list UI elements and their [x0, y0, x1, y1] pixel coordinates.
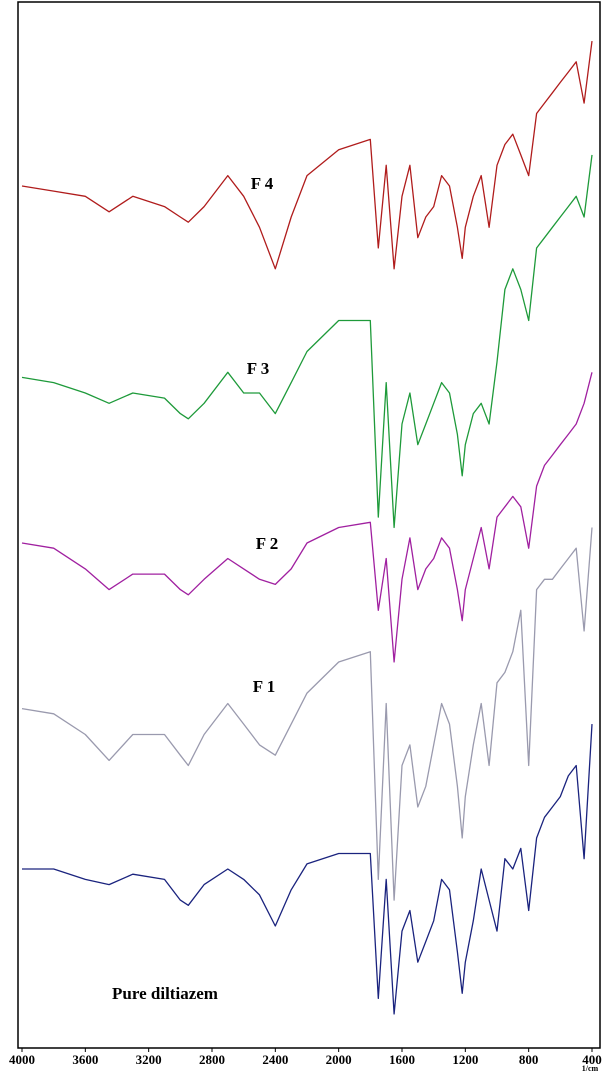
- spectrum-line: [21, 372, 593, 663]
- series-label: F 4: [251, 174, 274, 193]
- spectrum-line: [22, 724, 593, 1015]
- x-tick-label: 3200: [136, 1052, 162, 1067]
- x-tick-label: 400: [582, 1052, 602, 1067]
- spectrum-line: [21, 41, 593, 270]
- x-axis-label: 1/cm: [582, 1064, 599, 1073]
- x-tick-label: 1200: [452, 1052, 478, 1067]
- x-tick-label: 2800: [199, 1052, 225, 1067]
- x-tick-label: 800: [519, 1052, 539, 1067]
- x-tick-label: 3600: [72, 1052, 98, 1067]
- plot-frame: [17, 1, 601, 1049]
- series-label: Pure diltiazem: [112, 984, 218, 1003]
- x-tick-label: 4000: [9, 1052, 35, 1067]
- series-label: F 3: [247, 359, 270, 378]
- x-tick-label: 2400: [262, 1052, 288, 1067]
- series-label: F 1: [253, 677, 276, 696]
- x-tick-label: 1600: [389, 1052, 415, 1067]
- spectrum-line: [21, 527, 593, 901]
- series-label: F 2: [256, 534, 279, 553]
- spectrum-line: [21, 154, 593, 529]
- x-tick-label: 2000: [326, 1052, 352, 1067]
